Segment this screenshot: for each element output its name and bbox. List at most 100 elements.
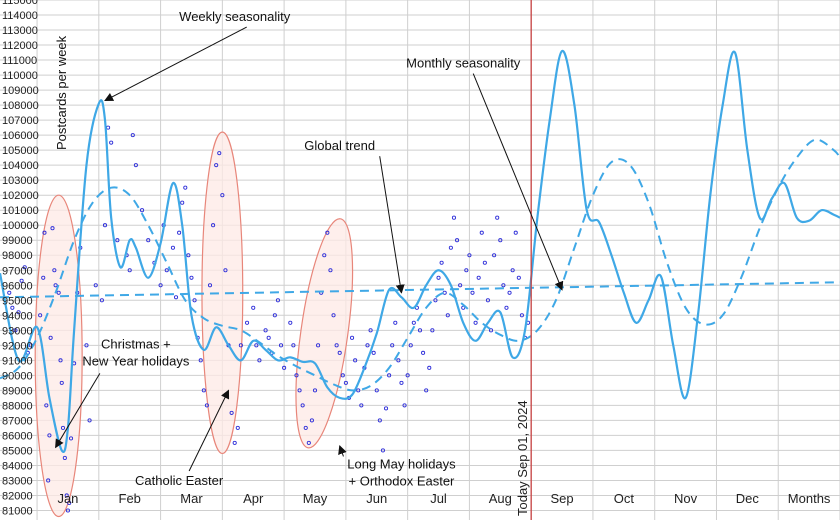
observed-points: [7, 125, 531, 513]
data-point: [133, 163, 138, 168]
data-point: [60, 425, 66, 430]
data-point: [22, 265, 27, 270]
y-tick-label: 95000: [2, 295, 33, 307]
y-tick-label: 82000: [2, 490, 33, 502]
data-point: [223, 268, 228, 273]
data-point: [516, 275, 521, 280]
data-point: [470, 290, 475, 295]
y-tick-label: 106000: [2, 130, 39, 142]
data-point: [68, 436, 74, 441]
data-point: [58, 358, 63, 363]
annotation-arrow: [338, 444, 347, 457]
y-tick-label: 96000: [2, 280, 33, 292]
y-tick-label: 100000: [2, 220, 39, 232]
annotation-christmas: Christmas + New Year holidays: [55, 336, 190, 449]
data-point: [140, 208, 145, 213]
y-tick-label: 103000: [2, 175, 39, 187]
data-point: [238, 343, 243, 348]
christmas-ellipse: [34, 194, 83, 518]
x-tick-label: Apr: [243, 491, 264, 506]
x-axis-ticks: Jan Feb Mar Apr May Jun Jul Aug Sep Oct Nov Dec Mont…: [57, 491, 830, 506]
data-point: [294, 373, 299, 378]
data-point: [173, 295, 179, 300]
data-point: [430, 328, 435, 333]
data-point: [350, 335, 355, 340]
annotation-may: Long May holidays + Orthodox Easter: [338, 444, 456, 488]
data-point: [263, 328, 268, 333]
y-tick-label: 93000: [2, 325, 33, 337]
y-tick-label: 105000: [2, 145, 39, 157]
data-point: [102, 223, 108, 228]
x-tick-label: Sep: [550, 491, 573, 506]
x-tick-label: Jan: [57, 491, 78, 506]
y-tick-label: 104000: [2, 160, 39, 172]
annotation-catholic: Catholic Easter: [135, 389, 230, 488]
y-tick-label: 108000: [2, 100, 39, 112]
highlight-ellipses: [34, 131, 354, 518]
data-point: [115, 238, 120, 243]
y-tick-label: 85000: [2, 445, 33, 457]
data-point: [399, 380, 404, 385]
data-point: [13, 328, 18, 333]
data-point: [383, 406, 389, 411]
y-tick-label: 107000: [2, 115, 39, 127]
data-point: [207, 283, 213, 288]
data-point: [19, 278, 24, 283]
x-tick-label: Mar: [180, 491, 203, 506]
data-point: [359, 403, 364, 408]
y-tick-label: 94000: [2, 310, 33, 322]
data-point: [492, 253, 497, 258]
data-point: [177, 230, 182, 235]
data-point: [402, 403, 407, 408]
data-point: [498, 238, 503, 243]
data-point: [501, 283, 506, 288]
annotation-text: Catholic Easter: [135, 473, 224, 488]
data-point: [48, 335, 53, 340]
x-tick-label: Months: [788, 491, 831, 506]
data-point: [186, 253, 191, 258]
annotation-text: Global trend: [304, 138, 375, 153]
data-point: [467, 253, 472, 258]
today-label: Today Sep 01, 2024: [515, 400, 530, 516]
data-point: [337, 350, 342, 355]
data-point: [380, 448, 385, 453]
x-tick-label: Nov: [674, 491, 698, 506]
y-tick-label: 99000: [2, 235, 33, 247]
data-point: [106, 125, 111, 130]
data-point: [504, 305, 509, 310]
annotation-arrow: [472, 73, 564, 291]
data-point: [387, 373, 392, 378]
data-point: [316, 343, 321, 348]
data-point: [334, 343, 339, 348]
y-tick-label: 97000: [2, 265, 33, 277]
data-point: [473, 320, 478, 325]
data-point: [158, 283, 163, 288]
y-tick-label: 112000: [2, 40, 38, 52]
annotation-text: Monthly seasonality: [406, 56, 521, 71]
data-point: [84, 343, 89, 348]
data-point: [436, 275, 441, 280]
data-point: [170, 245, 175, 250]
today-marker: Today Sep 01, 2024: [515, 0, 532, 520]
y-tick-label: 92000: [2, 340, 33, 352]
data-point: [275, 298, 280, 303]
y-tick-label: 101000: [2, 205, 39, 217]
data-point: [451, 215, 457, 220]
data-point: [417, 328, 423, 333]
x-tick-label: May: [303, 491, 328, 506]
data-point: [424, 388, 429, 393]
x-tick-label: Jul: [430, 491, 447, 506]
data-point: [297, 388, 302, 393]
y-tick-label: 110000: [2, 70, 38, 82]
y-tick-label: 81000: [2, 505, 33, 517]
data-point: [59, 380, 64, 385]
data-point: [300, 403, 305, 408]
annotation-text: Weekly seasonality: [179, 9, 291, 24]
data-point: [235, 425, 240, 430]
data-point: [146, 238, 151, 243]
data-point: [507, 290, 512, 295]
data-point: [328, 268, 333, 273]
annotation-monthly: Monthly seasonality: [406, 56, 564, 291]
data-point: [343, 380, 348, 385]
